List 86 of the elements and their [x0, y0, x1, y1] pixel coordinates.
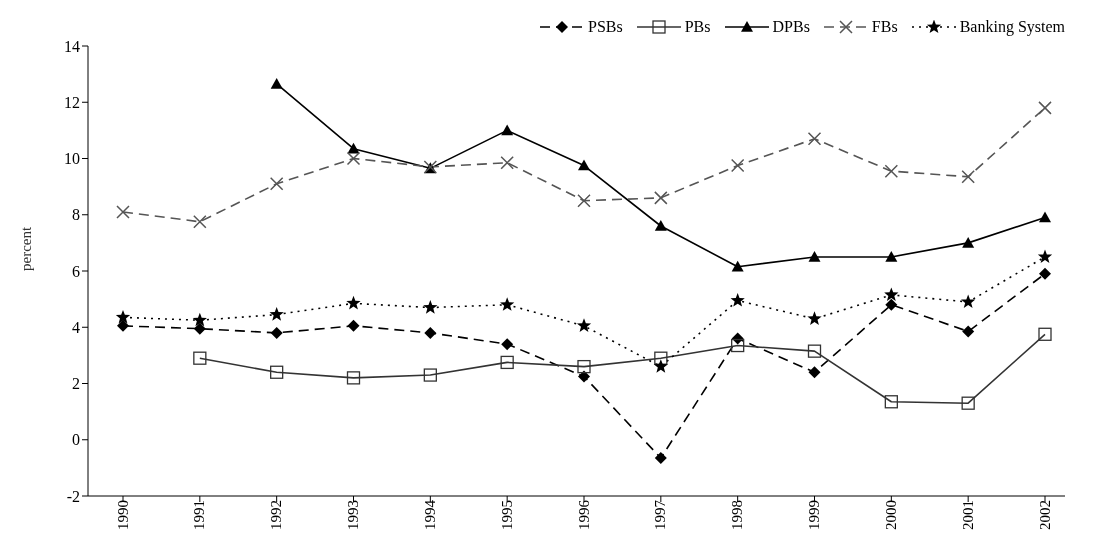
point: [578, 159, 590, 171]
point: [654, 351, 668, 365]
x-tick-label: 1998: [729, 500, 746, 530]
x-tick-label: 1999: [806, 500, 823, 530]
point: [1038, 327, 1052, 341]
point: [347, 319, 360, 332]
point: [116, 205, 130, 219]
point: [115, 309, 131, 324]
point: [653, 359, 668, 373]
point: [193, 351, 207, 365]
point: [501, 338, 514, 351]
point: [346, 371, 361, 385]
point: [885, 250, 898, 262]
point: [730, 158, 745, 173]
x-tick-label: 2000: [882, 500, 899, 530]
point: [576, 318, 592, 332]
x-tick-label: 1994: [421, 499, 438, 530]
legend-label: PBs: [684, 18, 711, 36]
x-tick-label: 1995: [498, 500, 515, 530]
point: [270, 77, 283, 89]
point: [193, 322, 206, 335]
point: [1039, 267, 1051, 280]
point: [500, 297, 515, 311]
point: [193, 215, 207, 229]
point: [269, 177, 284, 191]
point: [654, 452, 667, 465]
point: [807, 132, 822, 146]
point: [500, 355, 514, 370]
x-tick-label: 1990: [114, 500, 131, 530]
point: [961, 170, 975, 184]
point: [1039, 211, 1051, 223]
point: [269, 307, 284, 321]
point: [500, 155, 514, 170]
point: [962, 236, 975, 248]
point: [654, 220, 667, 231]
x-tick-label: 2001: [959, 500, 976, 530]
legend-label: PSBs: [588, 18, 623, 36]
point: [423, 300, 438, 314]
y-axis-title: percent: [18, 226, 35, 271]
point: [961, 396, 975, 410]
y-tick-label: 2: [72, 375, 80, 393]
x-tick-label: 1996: [575, 499, 592, 530]
x-tick-label: 1992: [268, 500, 285, 530]
legend-label: FBs: [871, 18, 898, 36]
legend-label: DPBs: [772, 18, 810, 36]
point: [423, 368, 437, 382]
y-tick-label: 6: [72, 262, 80, 280]
point: [577, 193, 591, 208]
point: [885, 298, 898, 311]
point: [884, 164, 899, 178]
y-tick-label: 8: [72, 206, 80, 224]
y-tick-label: 10: [64, 150, 80, 168]
y-tick-label: 12: [64, 93, 80, 111]
point: [807, 311, 822, 325]
point: [731, 338, 745, 353]
point: [346, 295, 361, 310]
point: [731, 260, 744, 272]
point: [884, 395, 898, 409]
point: [962, 325, 975, 338]
point: [808, 250, 821, 262]
point: [270, 326, 283, 339]
x-tick-label: 1997: [652, 499, 669, 530]
point: [730, 293, 745, 307]
point: [117, 319, 129, 332]
y-tick-label: -2: [66, 487, 80, 505]
y-tick-label: 4: [72, 318, 80, 336]
point: [270, 365, 284, 379]
legend-label: Banking System: [959, 18, 1065, 36]
point: [1037, 249, 1053, 264]
point: [884, 287, 899, 301]
point: [961, 294, 976, 309]
point: [1038, 101, 1052, 115]
point: [654, 191, 668, 205]
point: [807, 344, 822, 358]
x-tick-label: 2002: [1036, 500, 1053, 530]
x-tick-label: 1993: [345, 500, 362, 530]
point: [424, 326, 437, 339]
point: [578, 370, 590, 383]
point: [501, 124, 514, 136]
y-tick-label: 14: [64, 37, 80, 55]
point: [192, 312, 207, 327]
x-tick-label: 1991: [191, 500, 208, 530]
point: [808, 366, 821, 379]
y-tick-label: 0: [72, 431, 80, 449]
point: [577, 359, 591, 374]
point: [346, 151, 361, 166]
